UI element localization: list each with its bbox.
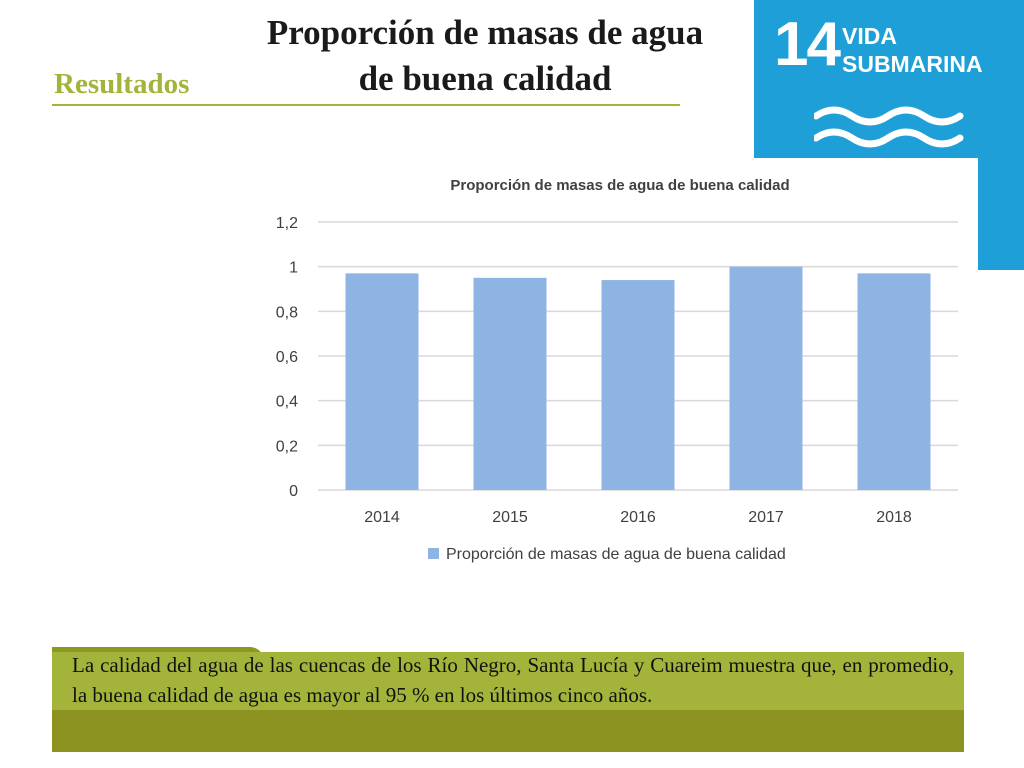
x-tick-label: 2014 bbox=[364, 509, 400, 526]
y-tick-label: 0 bbox=[289, 483, 298, 500]
y-tick-label: 1 bbox=[289, 260, 298, 277]
bar bbox=[473, 277, 547, 490]
bar bbox=[857, 273, 931, 490]
x-tick-label: 2018 bbox=[876, 509, 912, 526]
sdg-name-line2: SUBMARINA bbox=[842, 51, 983, 77]
x-tick-label: 2017 bbox=[748, 509, 784, 526]
bar-chart: Proporción de masas de agua de buena cal… bbox=[276, 177, 958, 563]
y-tick-label: 1,2 bbox=[276, 215, 298, 232]
note-box bbox=[52, 652, 964, 752]
section-label: Resultados bbox=[54, 68, 190, 100]
y-axis-ticks: 0 0,2 0,4 0,6 0,8 1 1,2 bbox=[276, 215, 298, 500]
bar bbox=[601, 280, 675, 490]
note-text: La calidad del agua de las cuencas de lo… bbox=[72, 653, 954, 707]
chart-title: Proporción de masas de agua de buena cal… bbox=[450, 177, 789, 194]
x-tick-label: 2016 bbox=[620, 509, 656, 526]
bar bbox=[345, 273, 419, 490]
sdg-name: VIDA SUBMARINA bbox=[842, 22, 983, 78]
chart-panel: Proporción de masas de agua de buena cal… bbox=[262, 158, 978, 582]
legend-label: Proporción de masas de agua de buena cal… bbox=[446, 546, 786, 563]
y-tick-label: 0,2 bbox=[276, 438, 298, 455]
sdg-number: 14 bbox=[774, 10, 841, 79]
y-tick-label: 0,4 bbox=[276, 394, 298, 411]
slide-title: Proporción de masas de agua de buena cal… bbox=[266, 13, 704, 98]
header-divider bbox=[52, 104, 680, 106]
legend-swatch bbox=[428, 548, 439, 559]
x-tick-label: 2015 bbox=[492, 509, 528, 526]
bar bbox=[729, 266, 803, 490]
y-tick-label: 0,6 bbox=[276, 349, 298, 366]
y-tick-label: 0,8 bbox=[276, 304, 298, 321]
waves-icon bbox=[814, 106, 964, 148]
legend: Proporción de masas de agua de buena cal… bbox=[428, 546, 786, 563]
x-axis-ticks: 2014 2015 2016 2017 2018 bbox=[364, 509, 912, 526]
sdg-name-line1: VIDA bbox=[842, 23, 897, 49]
bars bbox=[345, 266, 931, 490]
